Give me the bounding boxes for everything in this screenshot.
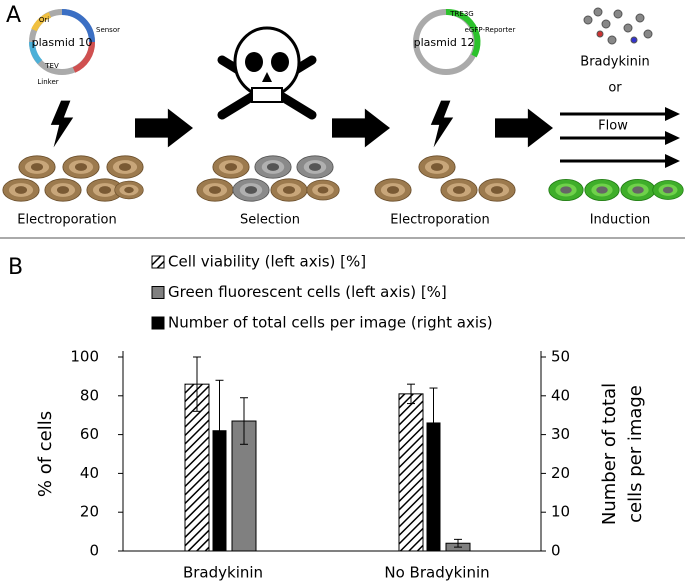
error-bar: [240, 397, 248, 445]
x-tick-label: Bradykinin: [183, 564, 263, 582]
legend-swatch: [151, 316, 165, 330]
y2-axis-title: Number of total: [599, 383, 620, 525]
error-bar: [429, 387, 438, 459]
y-axis-title: % of cells: [35, 411, 56, 497]
y2-tick-label: 0: [551, 542, 561, 560]
error-bar: [407, 383, 415, 405]
error-bar: [193, 356, 201, 412]
y2-axis-title: cells per image: [625, 385, 646, 523]
step-label: Electroporation: [390, 213, 490, 228]
plasmid-part-label: TEV: [44, 62, 59, 70]
flow-label: Flow: [598, 119, 628, 134]
chart: 0 20 40 60 80 100 0 10 20 30 40 50 % of cells Number …: [35, 253, 646, 582]
molecule-icon: [583, 7, 653, 45]
step-label: Electroporation: [17, 213, 117, 228]
legend-label: Number of total cells per image (right a…: [168, 314, 493, 332]
y-tick-label: 20: [80, 503, 99, 521]
y-tick-label: 100: [70, 348, 99, 366]
y2-tick-label: 50: [551, 348, 570, 366]
bar: [398, 393, 424, 552]
plasmid-part-label: eGFP-Reporter: [465, 26, 516, 34]
y2-tick-label: 40: [551, 386, 570, 404]
plasmid-part-label: Ori: [39, 16, 49, 24]
y-tick-label: 80: [80, 386, 99, 404]
plasmid-name: plasmid 10: [32, 36, 93, 49]
plasmid-part-label: Sensor: [96, 26, 120, 34]
y-tick-label: 0: [89, 542, 99, 560]
plasmid-part: [61, 9, 95, 43]
stimulus-label: Bradykinin: [580, 55, 649, 70]
bar: [231, 420, 257, 552]
panel-label: A: [6, 3, 21, 28]
y2-tick-label: 10: [551, 503, 570, 521]
plasmid-part: [31, 12, 52, 32]
panel-a: A plasmid 10 Sensor Linker TEV Ori Elect…: [2, 3, 684, 228]
y2-tick-label: 20: [551, 464, 570, 482]
legend-swatch: [151, 255, 165, 269]
step-label: Induction: [590, 213, 651, 228]
step-label: Selection: [240, 213, 300, 228]
legend-label: Green fluorescent cells (left axis) [%]: [168, 283, 447, 301]
error-bar: [454, 538, 462, 548]
y2-tick-label: 30: [551, 425, 570, 443]
error-bar: [215, 379, 224, 482]
skull-icon: [217, 26, 317, 120]
legend-label: Cell viability (left axis) [%]: [168, 253, 366, 271]
x-tick-label: No Bradykinin: [384, 564, 489, 582]
legend-swatch: [151, 286, 165, 299]
y-tick-label: 40: [80, 464, 99, 482]
panel-label: B: [8, 255, 23, 280]
y-tick-label: 60: [80, 425, 99, 443]
plasmid-part-label: TRE3G: [449, 10, 473, 18]
plasmid-part-label: Linker: [37, 78, 58, 86]
or-label: or: [608, 81, 622, 96]
flow-arrows: [560, 112, 668, 163]
plasmid-name: plasmid 12: [414, 36, 475, 49]
plasmid-part: [445, 8, 481, 58]
plasmid-part: [72, 41, 96, 73]
plasmid-part: [29, 41, 43, 65]
